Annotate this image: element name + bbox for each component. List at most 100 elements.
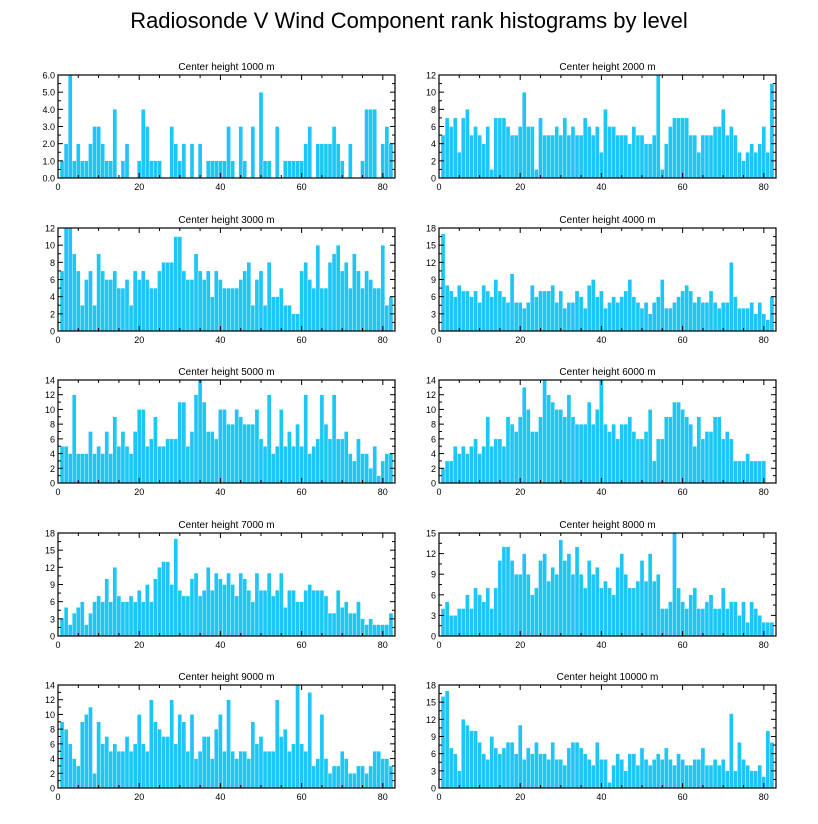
panel-0-bar: [189, 143, 195, 179]
panel-7-bar: [591, 574, 596, 637]
panel-8-bar: [161, 736, 166, 789]
panel-6-title: Center height 7000 m: [178, 520, 274, 531]
panel-1-bar: [526, 126, 531, 179]
panel-1-bar: [631, 126, 637, 179]
panel-5-bar: [684, 416, 689, 484]
panel-7-ytick-label: 3: [431, 611, 436, 621]
panel-8-bar: [100, 743, 105, 789]
panel-6-bar: [384, 624, 390, 637]
panel-3-bar: [765, 319, 771, 332]
panel-5-bar: [477, 453, 482, 484]
panel-3-bar: [542, 290, 547, 332]
panel-5-bar: [603, 423, 608, 484]
panel-1-bar: [457, 152, 462, 179]
panel-5-xtick-label: 60: [678, 487, 688, 497]
panel-4-bar: [104, 431, 109, 484]
panel-7-bar: [526, 574, 531, 637]
panel-7-bar: [696, 608, 702, 637]
panel-7-bar: [769, 622, 775, 637]
panel-6-bar: [335, 590, 341, 637]
panel-2-bar: [270, 296, 276, 332]
panel-4-bar: [112, 416, 118, 484]
panel-5-bar: [639, 438, 645, 484]
panel-9-bar: [672, 764, 677, 789]
panel-9-bar: [639, 747, 645, 789]
panel-2-bar: [120, 287, 126, 332]
panel-7-ytick-label: 12: [426, 549, 436, 559]
panel-4-bar: [84, 453, 89, 484]
panel-4-bar: [315, 438, 321, 484]
panel-8-bar: [376, 751, 381, 789]
panel-2-bar: [210, 296, 215, 332]
panel-5-title: Center height 6000 m: [559, 367, 655, 378]
panel-8-bar: [311, 765, 317, 789]
panel-4-bar: [116, 446, 122, 484]
panel-1-bar: [668, 126, 673, 179]
panel-2-bar: [84, 279, 89, 332]
panel-7-bar: [712, 608, 718, 637]
panel-6-bar: [201, 590, 207, 637]
panel-5-bar: [688, 423, 693, 484]
panel-5-xtick-label: 80: [759, 487, 769, 497]
panel-0-bar: [210, 160, 215, 179]
panel-6-ytick-label: 0: [50, 632, 55, 642]
panel-7-bar: [664, 608, 669, 637]
panel-8-bar: [352, 773, 357, 789]
panel-2-bar: [165, 262, 170, 332]
panel-5-bar: [493, 438, 499, 484]
panel-8-bar: [222, 751, 227, 789]
panel-4-bar: [206, 431, 211, 484]
panel-5-bar: [664, 416, 669, 484]
panel-8-bar: [92, 773, 97, 789]
panel-9-xtick-label: 80: [759, 792, 769, 802]
panel-7-bar: [656, 574, 661, 637]
panel-4-bar: [153, 416, 158, 484]
panel-1-bar: [729, 126, 734, 179]
panel-7-bar: [578, 574, 584, 637]
panel-3-bar: [513, 302, 519, 332]
panel-0-ytick-label: 1.0: [42, 156, 55, 166]
panel-6-bar: [177, 590, 183, 637]
panel-4-bar: [372, 446, 377, 484]
panel-1-bar: [680, 117, 685, 179]
panel-5-bar: [558, 409, 564, 484]
panel-6-bar: [388, 612, 394, 637]
panel-7-bar: [517, 574, 523, 637]
panel-1-bar: [712, 126, 718, 179]
panel-3-bar: [733, 296, 738, 332]
panel-9-bar: [485, 759, 490, 789]
panel-2-bar: [340, 270, 345, 332]
panel-4-xtick-label: 20: [134, 487, 144, 497]
panel-9-ytick-label: 3: [431, 766, 436, 776]
panel-2-xtick-label: 0: [55, 335, 60, 345]
panel-6-bar: [372, 624, 377, 637]
panel-0-bar: [295, 160, 300, 179]
panel-0-bar: [262, 160, 268, 179]
panel-4-ytick-label: 14: [45, 376, 55, 386]
panel-2-bar: [173, 236, 178, 332]
panel-4-bar: [364, 453, 369, 484]
panel-4-bar: [132, 431, 138, 484]
panel-8-bar: [262, 751, 268, 789]
panel-2-bar: [275, 296, 280, 332]
panel-7-bar: [627, 587, 633, 637]
panel-0-bar: [84, 160, 89, 179]
panel-7-bar: [473, 587, 478, 637]
panel-0-bar: [124, 143, 130, 179]
panel-7-bar: [469, 608, 474, 637]
panel-8-bar: [116, 751, 122, 789]
panel-8-bar: [136, 714, 142, 789]
panel-6-bar: [132, 601, 138, 637]
panel-1-bar: [493, 117, 499, 179]
panel-8-bar: [226, 699, 231, 789]
panel-6-bar: [364, 624, 369, 637]
panel-3-bar: [651, 302, 657, 332]
panel-0-bar: [226, 126, 231, 179]
panel-3-bar: [534, 296, 539, 332]
panel-7-bar: [477, 594, 482, 637]
panel-9-bar: [444, 690, 450, 789]
panel-2-bar: [262, 305, 268, 332]
panel-7-bar: [558, 539, 564, 637]
panel-6-bar: [376, 624, 381, 637]
panel-9-bar: [627, 753, 633, 789]
